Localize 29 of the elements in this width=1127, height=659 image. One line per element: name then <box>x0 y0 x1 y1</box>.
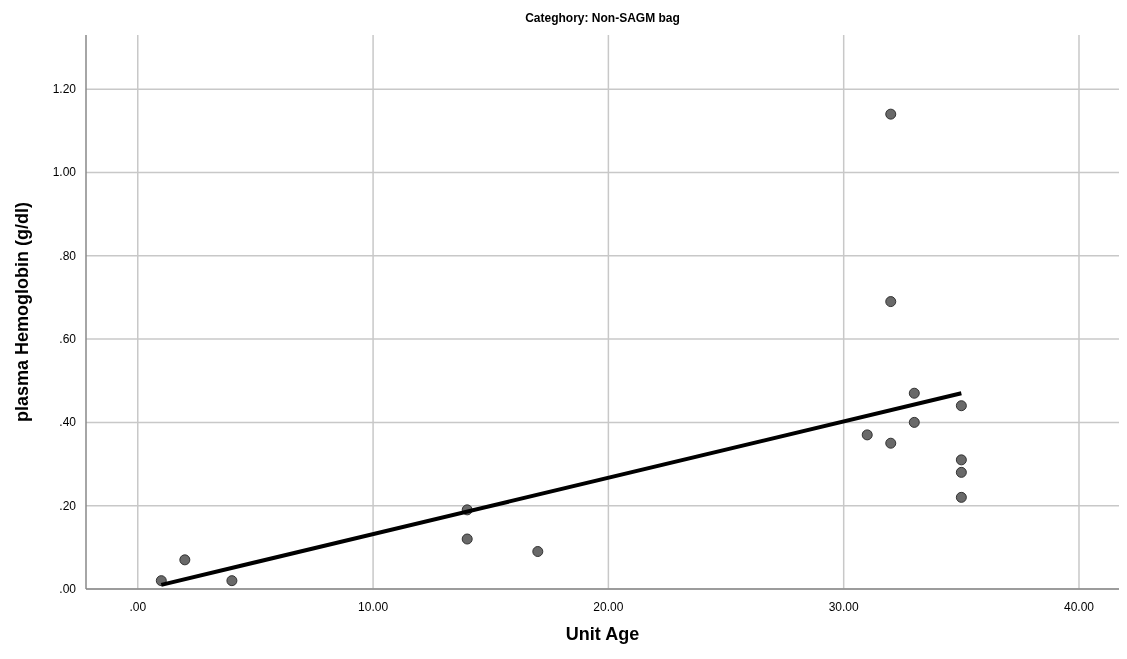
x-tick-label: 10.00 <box>358 600 389 614</box>
point <box>885 296 897 308</box>
point <box>179 554 191 566</box>
point <box>861 429 873 441</box>
point <box>461 533 473 545</box>
point <box>532 546 544 558</box>
y-tick-label: .60 <box>59 332 77 347</box>
chart-title: Categhory: Non-SAGM bag <box>525 11 680 25</box>
y-tick-label: .00 <box>59 582 77 596</box>
point <box>885 108 897 120</box>
y-tick-label: .20 <box>59 498 77 513</box>
point <box>908 387 920 399</box>
point <box>908 416 920 428</box>
point <box>955 491 967 503</box>
y-tick-label: .40 <box>59 415 77 430</box>
point <box>226 575 238 587</box>
point <box>955 454 967 466</box>
point <box>955 400 967 412</box>
y-tick-label: 1.00 <box>52 165 77 180</box>
y-axis-title: plasma Hemoglobin (g/dl) <box>12 201 32 423</box>
point <box>955 466 967 478</box>
x-tick-label: 40.00 <box>1063 600 1095 614</box>
x-tick-label: .00 <box>129 600 147 614</box>
y-tick-label: .80 <box>59 248 77 263</box>
x-axis-title: Unit Age <box>565 624 640 644</box>
point <box>885 437 897 449</box>
x-tick-label: 30.00 <box>828 600 860 614</box>
x-tick-label: 20.00 <box>593 600 624 614</box>
y-tick-label: 1.20 <box>52 82 77 97</box>
